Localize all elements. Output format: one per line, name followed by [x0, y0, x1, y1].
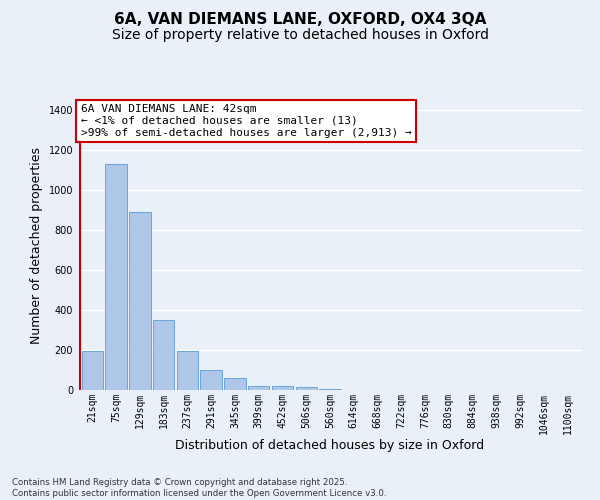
Bar — [106, 164, 127, 390]
Bar — [176, 351, 198, 390]
Y-axis label: Number of detached properties: Number of detached properties — [30, 146, 43, 344]
Bar — [153, 320, 174, 390]
Bar — [82, 351, 103, 390]
Bar — [319, 389, 341, 390]
Bar — [272, 386, 293, 390]
Text: 6A VAN DIEMANS LANE: 42sqm
← <1% of detached houses are smaller (13)
>99% of sem: 6A VAN DIEMANS LANE: 42sqm ← <1% of deta… — [80, 104, 411, 138]
Bar — [129, 212, 151, 390]
Bar — [248, 386, 269, 390]
Bar — [200, 370, 222, 390]
Text: 6A, VAN DIEMANS LANE, OXFORD, OX4 3QA: 6A, VAN DIEMANS LANE, OXFORD, OX4 3QA — [114, 12, 486, 28]
Text: Size of property relative to detached houses in Oxford: Size of property relative to detached ho… — [112, 28, 488, 42]
Text: Contains HM Land Registry data © Crown copyright and database right 2025.
Contai: Contains HM Land Registry data © Crown c… — [12, 478, 386, 498]
Bar — [224, 378, 245, 390]
X-axis label: Distribution of detached houses by size in Oxford: Distribution of detached houses by size … — [175, 440, 485, 452]
Bar — [296, 388, 317, 390]
